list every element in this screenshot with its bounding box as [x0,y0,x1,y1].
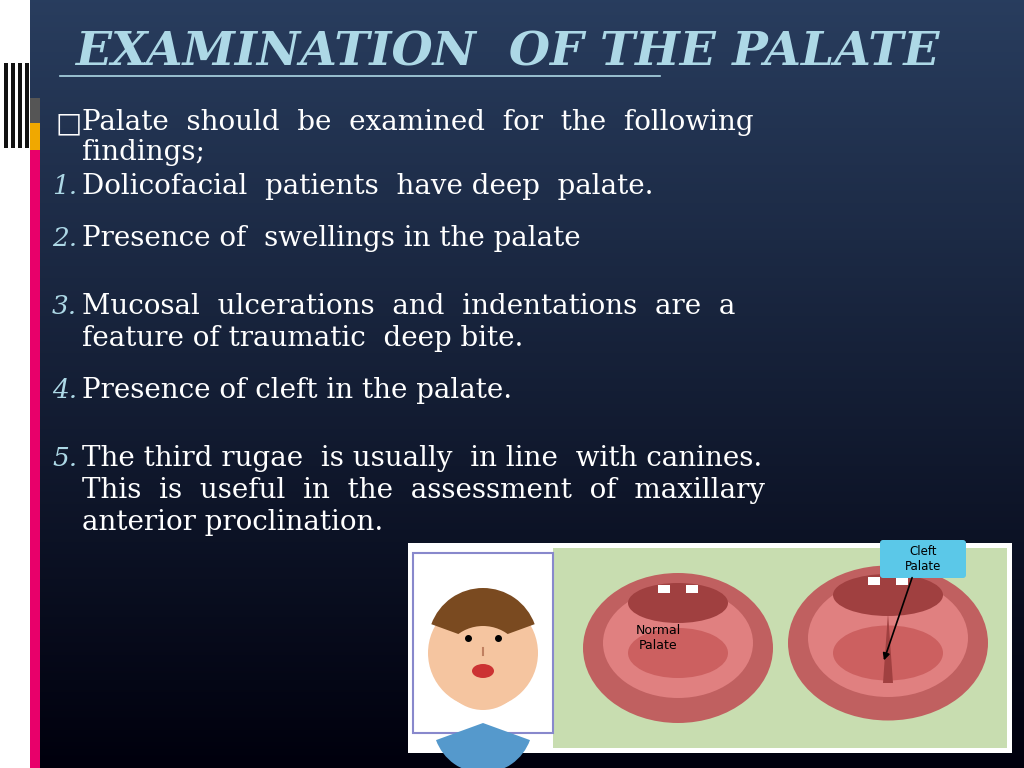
Text: Dolicofacial  patients  have deep  palate.: Dolicofacial patients have deep palate. [82,173,653,200]
Text: □: □ [55,109,81,137]
Text: This  is  useful  in  the  assessment  of  maxillary: This is useful in the assessment of maxi… [82,476,765,504]
Text: Palate  should  be  examined  for  the  following: Palate should be examined for the follow… [82,110,754,137]
Bar [896,577,908,585]
Text: 3.: 3. [52,293,77,319]
Wedge shape [431,588,535,643]
Polygon shape [883,613,893,683]
Bar [18,63,22,148]
Text: findings;: findings; [82,140,205,167]
Text: 1.: 1. [52,174,77,198]
Bar [30,150,40,768]
Text: Normal
Palate: Normal Palate [635,624,681,652]
Bar [11,63,15,148]
Ellipse shape [808,579,968,697]
Ellipse shape [628,628,728,678]
Text: 2.: 2. [52,226,77,250]
Text: Mucosal  ulcerations  and  indentations  are  a: Mucosal ulcerations and indentations are… [82,293,735,319]
Bar [413,553,553,733]
Circle shape [428,598,538,708]
Text: EXAMINATION  OF THE PALATE: EXAMINATION OF THE PALATE [75,30,939,76]
Bar [553,548,1007,748]
Ellipse shape [628,583,728,623]
Bar [868,577,880,585]
Circle shape [441,626,525,710]
Bar [25,63,29,148]
Bar [686,585,698,593]
Ellipse shape [472,664,494,678]
Text: The third rugae  is usually  in line  with canines.: The third rugae is usually in line with … [82,445,762,472]
Text: Presence of  swellings in the palate: Presence of swellings in the palate [82,224,581,251]
Bar [658,585,670,593]
Text: feature of traumatic  deep bite.: feature of traumatic deep bite. [82,325,523,352]
Text: 5.: 5. [52,445,77,471]
Text: Presence of cleft in the palate.: Presence of cleft in the palate. [82,376,512,403]
Ellipse shape [788,565,988,720]
Bar [30,123,40,150]
Ellipse shape [603,588,753,698]
Bar [4,63,8,148]
Bar [408,543,1012,753]
Wedge shape [436,723,530,768]
Ellipse shape [833,574,943,616]
Bar [0,0,30,768]
Ellipse shape [833,625,943,680]
Text: Cleft
Palate: Cleft Palate [905,545,941,573]
Text: anterior proclination.: anterior proclination. [82,508,383,535]
Ellipse shape [583,573,773,723]
FancyBboxPatch shape [880,540,966,578]
Text: 4.: 4. [52,378,77,402]
Bar [30,98,40,123]
